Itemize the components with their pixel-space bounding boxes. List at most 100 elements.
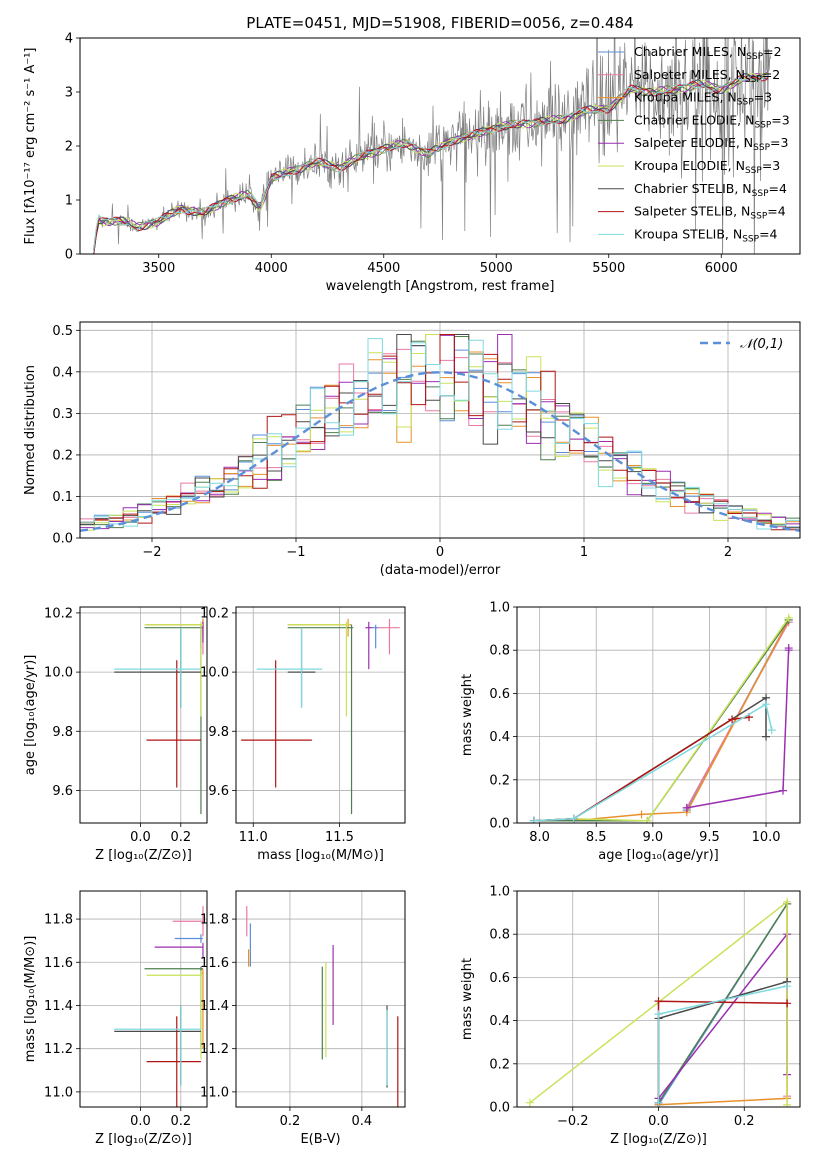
- mass_vs_z-ytick-label: 11.6: [44, 956, 73, 971]
- weight_vs_z-ytick-label: 0.6: [489, 971, 510, 986]
- mass_vs_z-ytick-label: 11.0: [44, 1085, 73, 1100]
- mass_vs_ebv-plot-area: [236, 891, 405, 1107]
- weight-marker-kroupa-elodie: [784, 613, 793, 622]
- age_vs_z-panel: 0.0 0.2 9.6 9.8 10.0 10.2 Z [log₁₀(Z/Z⊙)] age […: [23, 606, 208, 863]
- mass_vs_z-xtick-label: 0.2: [170, 1114, 191, 1129]
- spectrum-legend-count: =4: [759, 226, 777, 241]
- spectrum-ytick-label: 4: [65, 32, 73, 47]
- weight_vs_z-ytick-label: 1.0: [489, 885, 510, 900]
- mass_vs_z-xtick-label: 0.0: [130, 1114, 151, 1129]
- weight-marker-kroupa-elodie: [783, 1100, 792, 1107]
- spectrum-legend-subscript: SSP: [752, 189, 769, 199]
- weight-marker-kroupa-stelib: [767, 726, 776, 735]
- spectrum-legend-entry: Kroupa STELIB, NSSP=4: [634, 226, 778, 244]
- mass_vs_z-frame: [79, 890, 208, 1108]
- spectrum-xtick-label: 4000: [255, 261, 288, 276]
- spectrum-legend-count: =2: [763, 44, 781, 59]
- weight-marker-salpeter-stelib: [783, 999, 792, 1008]
- mass_vs_z-ytick-label: 11.8: [44, 913, 73, 928]
- residuals-xtick-label: −1: [286, 545, 305, 560]
- residual-hist-chabrier-stelib: [80, 334, 800, 538]
- spectrum-xtick-label: 4500: [367, 261, 400, 276]
- weight-marker-salpeter-elodie: [784, 646, 793, 655]
- spectrum-legend-count: =3: [762, 158, 780, 173]
- mass_vs_ebv-ytick-label: 11.2: [200, 1042, 229, 1057]
- spectrum-legend-count: =2: [762, 67, 780, 82]
- weight_vs_age-ytick-label: 0.0: [489, 817, 510, 832]
- weight-marker-salpeter-stelib: [728, 715, 737, 724]
- age_vs_z-frame: [79, 606, 208, 824]
- weight_vs_age-plot-area: [517, 607, 800, 823]
- age_vs_mass-xtick-label: 11.5: [325, 830, 354, 845]
- spectrum-xtick-label: 5500: [592, 261, 625, 276]
- mass_vs_ebv-panel: 0.2 0.4 11.0 11.2 11.4 11.6 11.8 E(B-V): [200, 890, 406, 1147]
- mass_vs_z-xlabel: Z [log₁₀(Z/Z⊙)]: [95, 1132, 192, 1147]
- spectrum-legend-count: =3: [771, 112, 789, 127]
- age_vs_z-xtick-label: 0.2: [170, 830, 191, 845]
- mass_vs_z-plot-area: [80, 891, 207, 1107]
- weight_vs_z-ytick-label: 0.8: [489, 928, 510, 943]
- mass_vs_ebv-ytick-label: 11.8: [200, 913, 229, 928]
- weight-marker-chabrier-stelib: [762, 732, 771, 741]
- mass_vs_ebv-ytick-label: 11.6: [200, 956, 229, 971]
- weight_vs_age-panel: 8.0 8.5 9.0 9.5 10.0 0.0 0.2 0.4 0.6 0.8 1.0 age [l…: [460, 601, 801, 863]
- spectrum-legend-entry: Chabrier STELIB, NSSP=4: [634, 181, 787, 199]
- spectrum-legend-count: =4: [767, 204, 785, 219]
- mass_vs_ebv-ytick-label: 11.0: [200, 1085, 229, 1100]
- residuals-ytick-label: 0.3: [52, 407, 73, 422]
- mass_vs_ebv-xtick-label: 0.4: [352, 1114, 373, 1129]
- spectrum-legend-subscript: SSP: [745, 166, 762, 176]
- spectrum-ytick-label: 2: [65, 140, 73, 155]
- spectrum-legend-entry: Chabrier ELODIE, NSSP=3: [634, 112, 790, 130]
- spectrum-legend-count: =3: [754, 90, 772, 105]
- age_vs_z-xlabel: Z [log₁₀(Z/Z⊙)]: [95, 848, 192, 863]
- weight_vs_age-ytick-label: 0.4: [489, 730, 510, 745]
- spectrum-legend-subscript: SSP: [742, 234, 759, 244]
- weight-marker-salpeter-elodie: [779, 786, 788, 795]
- spectrum-legend-subscript: SSP: [745, 75, 762, 85]
- spectrum-xtick-label: 5000: [480, 261, 513, 276]
- weight_vs_age-xtick-label: 9.5: [699, 830, 720, 845]
- spectrum-model-salpeter-stelib: [93, 74, 769, 254]
- weight_vs_z-panel: −0.2 0.0 0.2 0.0 0.2 0.4 0.6 0.8 1.0 Z [log₁₀(Z/Z…: [460, 885, 801, 1147]
- weight-marker-kroupa-elodie: [643, 816, 652, 823]
- weight_vs_z-xtick-label: 0.2: [734, 1114, 755, 1129]
- age_vs_mass-ytick-label: 9.6: [208, 784, 229, 799]
- age_vs_z-ytick-label: 9.8: [52, 725, 73, 740]
- spectrum-ylabel: Flux [fλ10⁻¹⁷ erg cm⁻² s⁻¹ A⁻¹]: [23, 48, 38, 245]
- residuals-xtick-label: 0: [436, 545, 444, 560]
- residuals-ylabel: Normed distribution: [23, 365, 38, 495]
- weight_vs_age-xlabel: age [log₁₀(age/yr)]: [598, 848, 719, 863]
- weight-line-chabrier-elodie: [657, 903, 788, 1104]
- residuals-xlabel: (data-model)/error: [380, 563, 501, 578]
- spectrum-legend-subscript: SSP: [753, 143, 770, 153]
- age_vs_z-ytick-label: 10.0: [44, 666, 73, 681]
- weight-marker-salpeter-elodie: [682, 803, 691, 812]
- weight-marker-kroupa-stelib: [654, 1010, 663, 1019]
- age_vs_z-ytick-label: 9.6: [52, 784, 73, 799]
- mass_vs_ebv-xlabel: E(B-V): [300, 1132, 340, 1147]
- spectrum-plot-area: [93, 38, 771, 254]
- weight_vs_age-ytick-label: 0.8: [489, 644, 510, 659]
- mass_vs_z-panel: 0.0 0.2 11.0 11.2 11.4 11.6 11.8 Z [log₁₀(Z/Z⊙)…: [23, 890, 208, 1147]
- weight_vs_z-ylabel: mass weight: [460, 958, 475, 1040]
- spectrum-legend-subscript: SSP: [746, 52, 763, 62]
- spectrum-frame: [79, 37, 801, 255]
- spectrum-data-line: [93, 38, 771, 254]
- weight_vs_age-xtick-label: 9.0: [642, 830, 663, 845]
- spectrum-ytick-label: 1: [65, 194, 73, 209]
- age_vs_z-ytick-label: 10.2: [44, 606, 73, 621]
- weight_vs_age-frame: [516, 606, 801, 824]
- weight-line-kroupa-stelib: [533, 703, 773, 822]
- weight_vs_z-ytick-label: 0.4: [489, 1014, 510, 1029]
- weight-marker-kroupa-elodie: [525, 1098, 534, 1107]
- spectrum-legend-count: =4: [769, 181, 787, 196]
- residuals-plot-area: [80, 322, 800, 538]
- residuals-ytick-label: 0.4: [52, 365, 73, 380]
- weight-marker-kroupa-miles: [637, 810, 646, 819]
- residual-hist-kroupa-stelib: [80, 338, 800, 538]
- spectrum-ytick-label: 0: [65, 248, 73, 263]
- weight_vs_z-plot-area: [517, 891, 800, 1107]
- weight_vs_age-ytick-label: 0.2: [489, 773, 510, 788]
